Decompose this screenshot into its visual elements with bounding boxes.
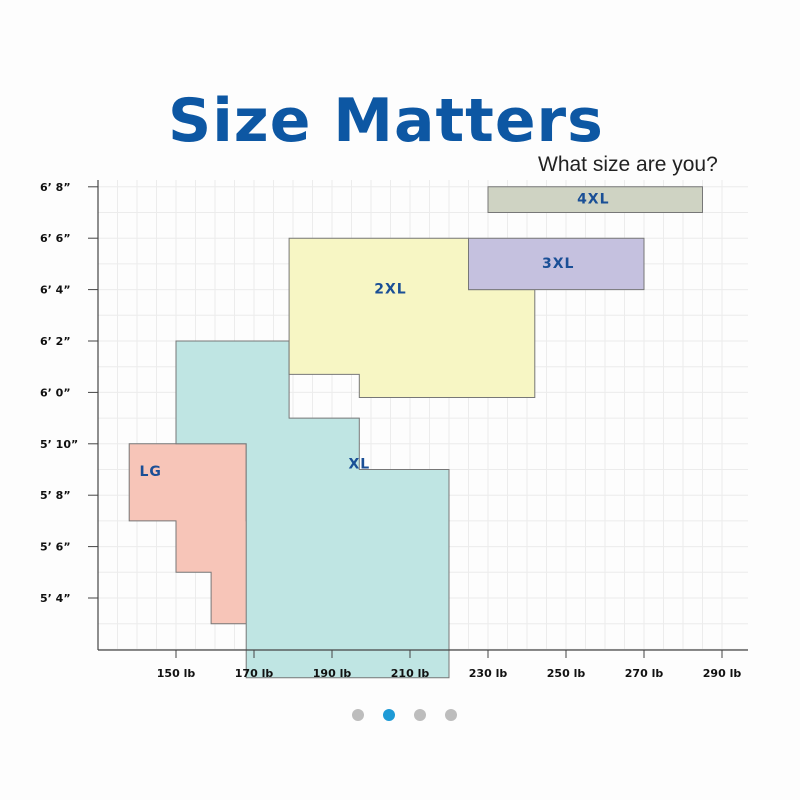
x-tick-label: 170 lb <box>235 667 274 680</box>
y-tick-label: 6’ 2” <box>40 335 71 348</box>
size-regions <box>128 186 703 679</box>
y-tick-label: 5’ 10” <box>40 438 78 451</box>
x-tick-label: 210 lb <box>391 667 430 680</box>
pagination-dot[interactable] <box>383 709 395 721</box>
region-labels: LG XL 2XL 3XL 4XL <box>139 192 609 480</box>
y-tick-label: 5’ 6” <box>40 541 71 554</box>
y-tick-label: 5’ 8” <box>40 489 71 502</box>
region-xl <box>175 340 450 679</box>
pagination-dot[interactable] <box>414 709 426 721</box>
page-title: Size Matters <box>168 86 604 156</box>
y-tick-labels: 5’ 4” 5’ 6” 5’ 8” 5’ 10” 6’ 0” 6’ 2” 6’ 4” 6’ 6… <box>40 181 98 605</box>
x-tick-label: 290 lb <box>703 667 742 680</box>
y-tick-label: 6’ 4” <box>40 284 71 297</box>
region-4xl <box>487 186 703 213</box>
y-tick-label: 6’ 8” <box>40 181 71 194</box>
region-3xl <box>468 237 645 291</box>
y-tick-label: 6’ 0” <box>40 386 71 399</box>
y-tick-label: 6’ 6” <box>40 232 71 245</box>
carousel-pagination <box>352 709 457 721</box>
pagination-dot[interactable] <box>352 709 364 721</box>
x-tick-labels: 150 lb 170 lb 190 lb 210 lb 230 lb 250 lb 270 … <box>157 650 742 680</box>
x-tick-label: 150 lb <box>157 667 196 680</box>
chart-axes <box>97 180 748 651</box>
x-tick-label: 250 lb <box>547 667 586 680</box>
x-tick-label: 230 lb <box>469 667 508 680</box>
region-label-lg: LG <box>139 464 161 480</box>
x-tick-label: 270 lb <box>625 667 664 680</box>
region-label-3xl: 3XL <box>542 256 574 272</box>
region-label-4xl: 4XL <box>577 192 609 208</box>
y-tick-label: 5’ 4” <box>40 592 71 605</box>
page-subtitle: What size are you? <box>538 153 718 176</box>
pagination-dot[interactable] <box>445 709 457 721</box>
region-label-2xl: 2XL <box>374 282 406 298</box>
x-tick-label: 190 lb <box>313 667 352 680</box>
region-label-xl: XL <box>348 456 370 472</box>
